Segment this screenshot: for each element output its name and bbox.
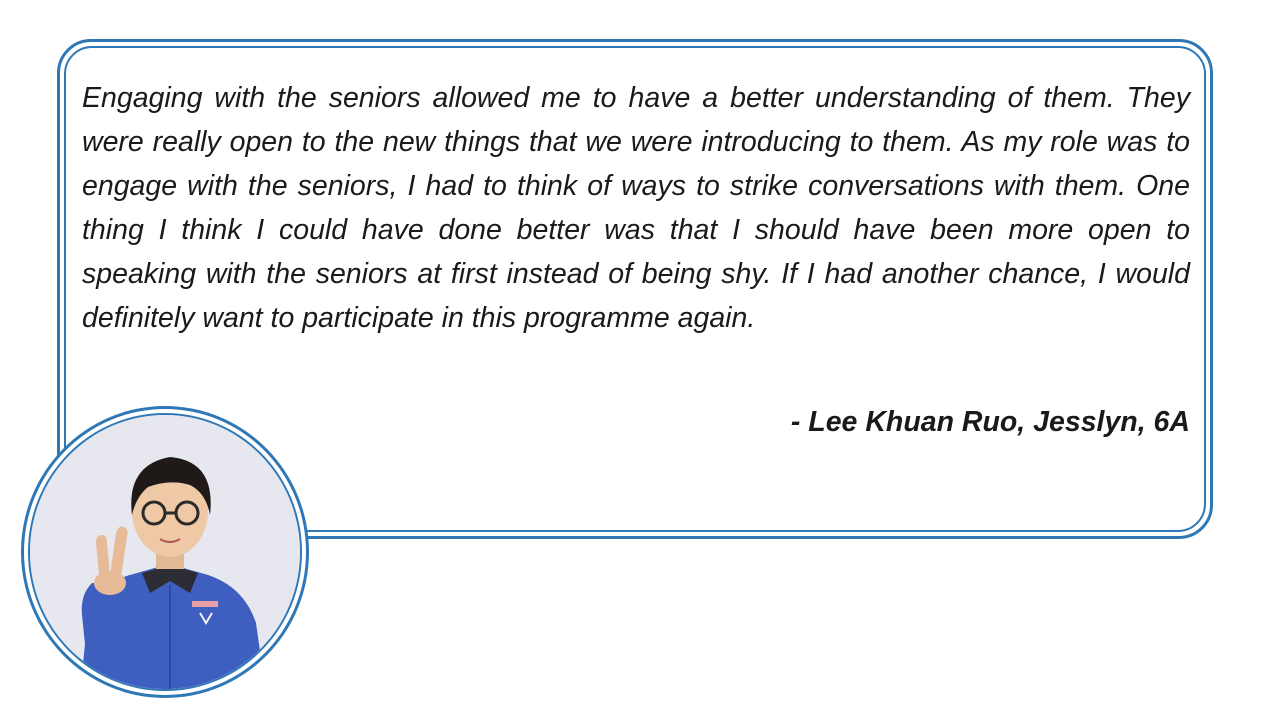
testimonial-quote: Engaging with the seniors allowed me to … [82,82,1190,334]
student-portrait-icon [30,415,300,689]
student-photo [28,413,302,691]
quote-box-inner-border [64,46,1206,532]
testimonial-attribution: - Lee Khuan Ruo, Jesslyn, 6A [790,406,1190,438]
quote-box-outer-border [57,39,1213,539]
